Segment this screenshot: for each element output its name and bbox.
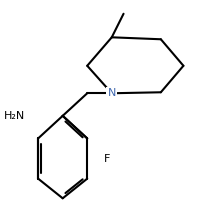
Text: N: N (108, 88, 116, 98)
Text: F: F (104, 154, 110, 164)
Text: H₂N: H₂N (4, 111, 25, 121)
Text: N: N (108, 88, 116, 98)
Text: H₂N: H₂N (4, 111, 25, 121)
Text: F: F (104, 154, 110, 164)
